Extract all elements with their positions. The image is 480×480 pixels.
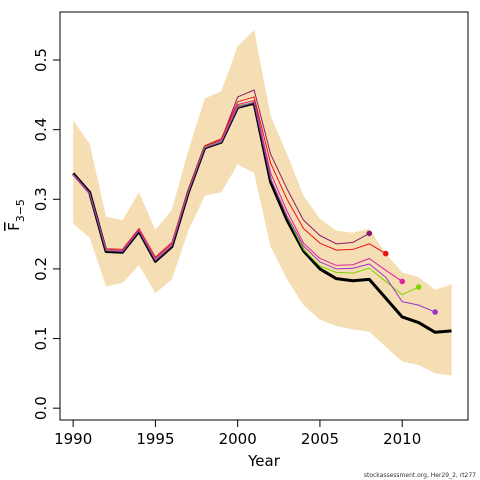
- y-label-main: F: [5, 222, 23, 231]
- end-point: [382, 250, 389, 257]
- y-tick-label: 0.3: [32, 187, 50, 211]
- x-tick-label: 2010: [383, 430, 421, 448]
- confidence-band: [73, 30, 452, 376]
- x-tick-label: 1995: [136, 430, 174, 448]
- end-point: [399, 278, 405, 285]
- series-line: [72, 102, 436, 313]
- plot-frame: [59, 11, 469, 421]
- y-axis-label: F3−5: [5, 199, 27, 231]
- y-tick-label: 0.0: [32, 396, 50, 420]
- y-tick-label: 0.4: [32, 118, 50, 142]
- y-tick-label: 0.1: [32, 327, 50, 351]
- end-point: [366, 230, 373, 237]
- series-line: [72, 96, 386, 258]
- x-axis-label: Year: [247, 452, 281, 470]
- y-tick-label: 0.2: [32, 257, 50, 281]
- footer: stockassessment.org, Her29_2, rt277: [364, 472, 476, 479]
- end-point: [432, 309, 438, 315]
- y-label-subscript: 3−5: [14, 199, 27, 222]
- y-tick-label: 0.5: [32, 48, 50, 72]
- x-tick-label: 2005: [301, 430, 339, 448]
- x-tick-label: 1990: [54, 430, 92, 448]
- end-point: [415, 284, 422, 290]
- x-tick-label: 2000: [219, 430, 257, 448]
